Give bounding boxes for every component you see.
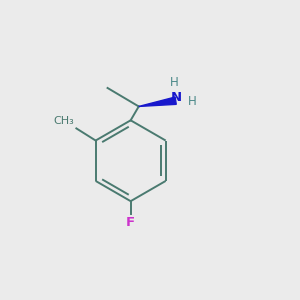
Polygon shape bbox=[139, 97, 176, 106]
Text: N: N bbox=[171, 92, 182, 104]
Text: CH₃: CH₃ bbox=[53, 116, 74, 126]
Text: H: H bbox=[170, 76, 179, 89]
Text: H: H bbox=[188, 95, 197, 108]
Text: F: F bbox=[126, 216, 135, 229]
